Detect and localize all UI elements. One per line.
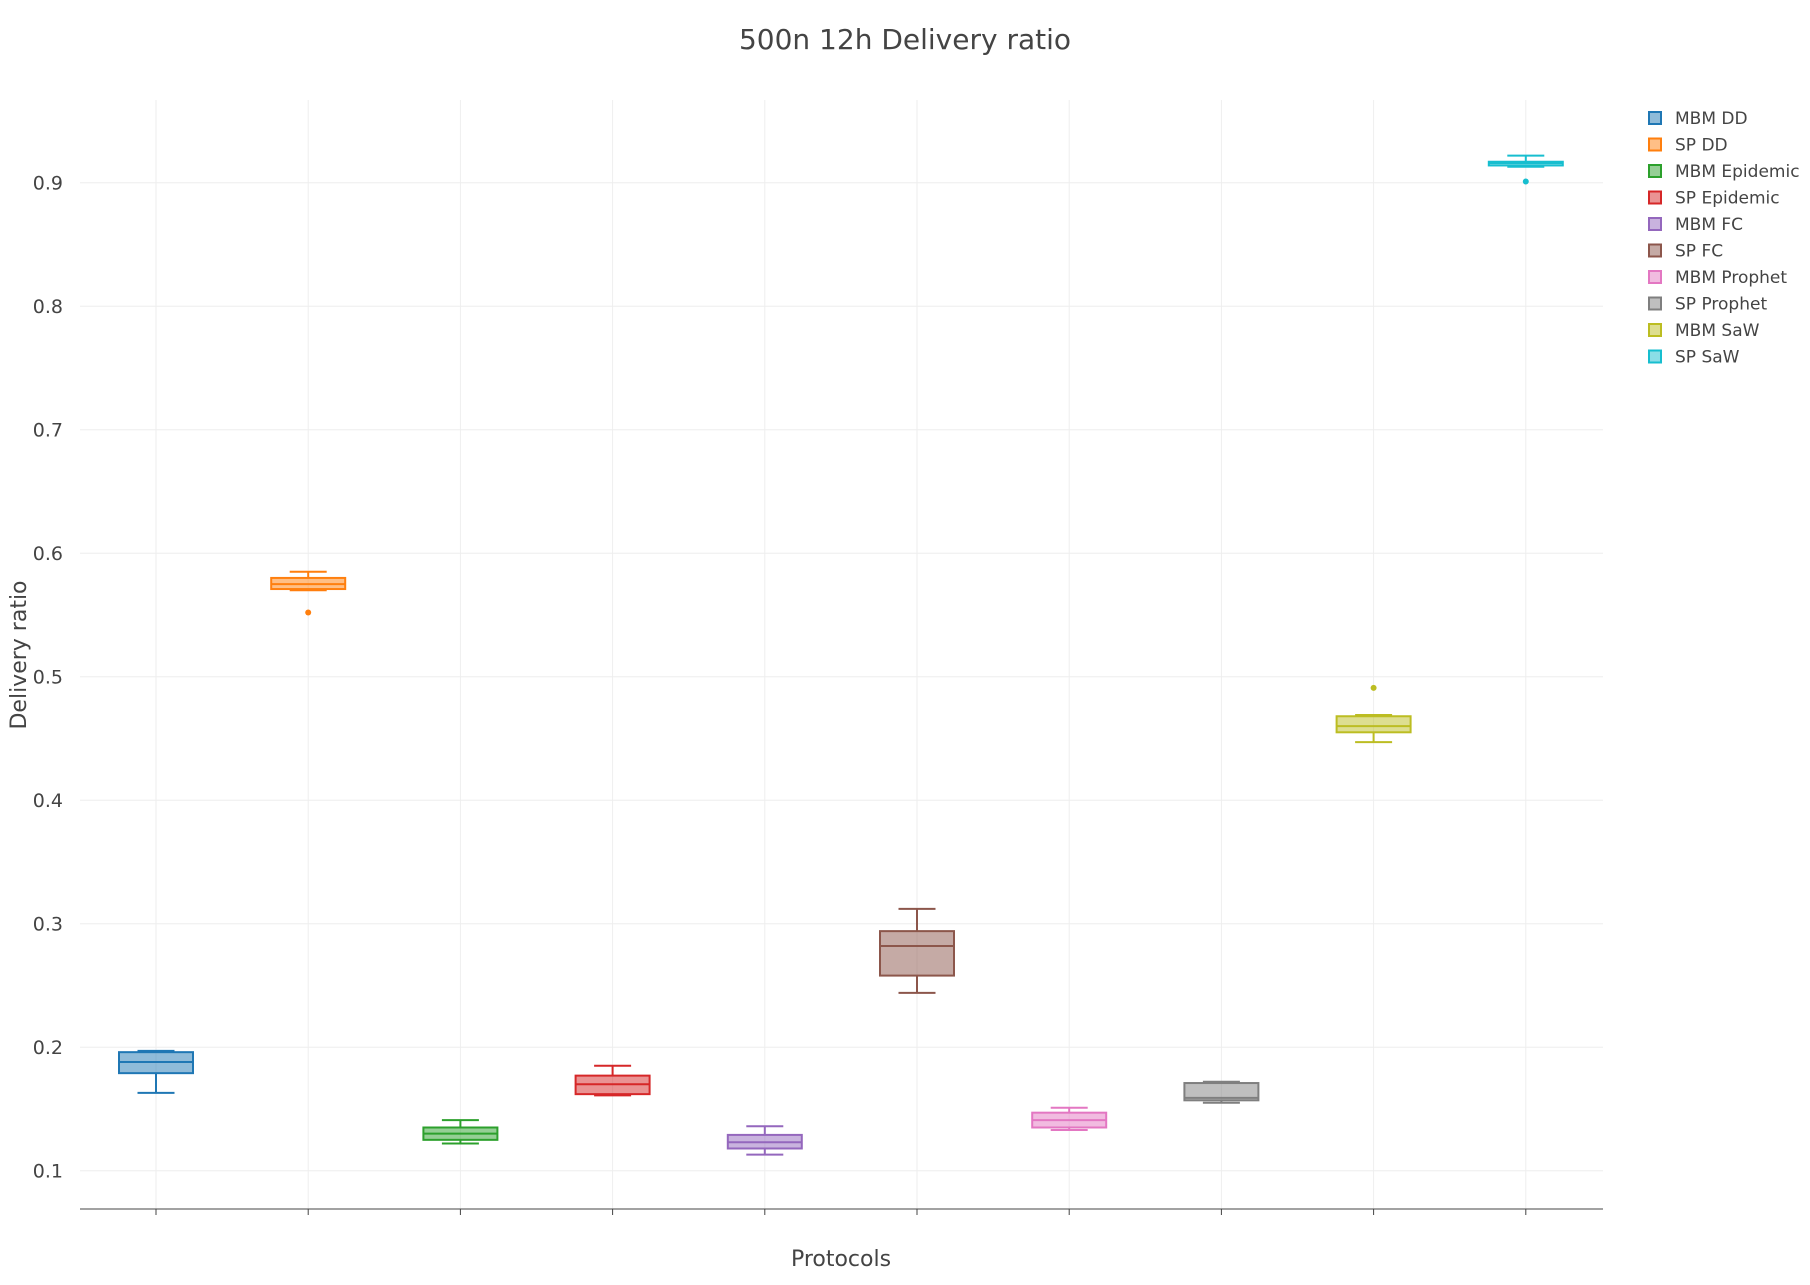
- legend-swatch: [1648, 296, 1662, 311]
- legend-swatch: [1648, 190, 1662, 205]
- y-tick-label: 0.7: [33, 420, 63, 442]
- legend-item[interactable]: MBM Prophet: [1648, 268, 1787, 288]
- box-series: [118, 154, 1564, 1156]
- x-axis-label: Protocols: [791, 1247, 891, 1272]
- box-iqr: [879, 930, 955, 977]
- legend-label: SP FC: [1675, 242, 1723, 262]
- y-tick-label: 0.5: [33, 667, 63, 689]
- legend-item[interactable]: SP Prophet: [1648, 295, 1767, 315]
- legend-item[interactable]: MBM Epidemic: [1648, 162, 1800, 182]
- legend-swatch: [1648, 243, 1662, 258]
- legend-item[interactable]: SP DD: [1648, 136, 1728, 156]
- box-trace[interactable]: [118, 1049, 194, 1094]
- box-trace[interactable]: [270, 570, 347, 616]
- y-tick-label: 0.2: [33, 1037, 63, 1059]
- chart-title: 500n 12h Delivery ratio: [739, 23, 1071, 56]
- box-iqr: [1183, 1082, 1260, 1102]
- box-iqr: [1335, 715, 1412, 734]
- y-axis-label: Delivery ratio: [7, 580, 32, 729]
- legend-item[interactable]: MBM SaW: [1648, 321, 1760, 341]
- plot-grid: [80, 100, 1603, 1209]
- legend-swatch: [1648, 164, 1662, 178]
- box-trace[interactable]: [1183, 1080, 1260, 1104]
- legend-swatch: [1648, 217, 1662, 231]
- x-axis-ticks: [155, 1209, 1527, 1215]
- legend-swatch: [1648, 270, 1662, 284]
- box-trace[interactable]: [574, 1064, 651, 1097]
- legend-swatch: [1648, 349, 1662, 364]
- legend-item[interactable]: SP SaW: [1648, 348, 1740, 368]
- y-tick-label: 0.3: [33, 914, 63, 936]
- outlier-point: [1522, 178, 1529, 185]
- legend-swatch: [1648, 323, 1662, 337]
- y-tick-labels: 0.1 0.2 0.3 0.4 0.5 0.6 0.7 0.8 0.9: [33, 173, 63, 1183]
- y-tick-label: 0.9: [33, 173, 63, 195]
- box-trace[interactable]: [1335, 684, 1412, 744]
- legend-swatch: [1648, 111, 1662, 125]
- legend-item[interactable]: MBM FC: [1648, 215, 1743, 235]
- y-tick-label: 0.4: [33, 790, 63, 812]
- legend[interactable]: MBM DD SP DD MBM Epidemic SP Epidemic MBM FC…: [1648, 109, 1800, 368]
- box-trace[interactable]: [422, 1119, 499, 1145]
- legend-label: MBM Prophet: [1675, 268, 1787, 288]
- box-trace[interactable]: [726, 1125, 803, 1156]
- box-trace[interactable]: [1031, 1106, 1108, 1131]
- legend-label: MBM DD: [1675, 109, 1748, 129]
- box-trace[interactable]: [879, 907, 955, 994]
- legend-item[interactable]: SP Epidemic: [1648, 189, 1780, 209]
- y-tick-label: 0.8: [33, 296, 63, 318]
- outlier-point: [305, 609, 312, 616]
- legend-item[interactable]: SP FC: [1648, 242, 1723, 262]
- legend-label: SP DD: [1675, 136, 1728, 156]
- box-trace[interactable]: [1487, 154, 1564, 185]
- outlier-point: [1370, 684, 1377, 691]
- legend-label: MBM Epidemic: [1675, 162, 1800, 182]
- legend-label: SP SaW: [1675, 348, 1740, 368]
- legend-label: SP Prophet: [1675, 295, 1767, 315]
- legend-label: MBM FC: [1675, 215, 1743, 235]
- legend-label: SP Epidemic: [1675, 189, 1780, 209]
- y-tick-label: 0.6: [33, 543, 63, 565]
- legend-swatch: [1648, 137, 1662, 152]
- legend-label: MBM SaW: [1675, 321, 1760, 341]
- y-tick-label: 0.1: [33, 1161, 63, 1183]
- legend-item[interactable]: MBM DD: [1648, 109, 1748, 129]
